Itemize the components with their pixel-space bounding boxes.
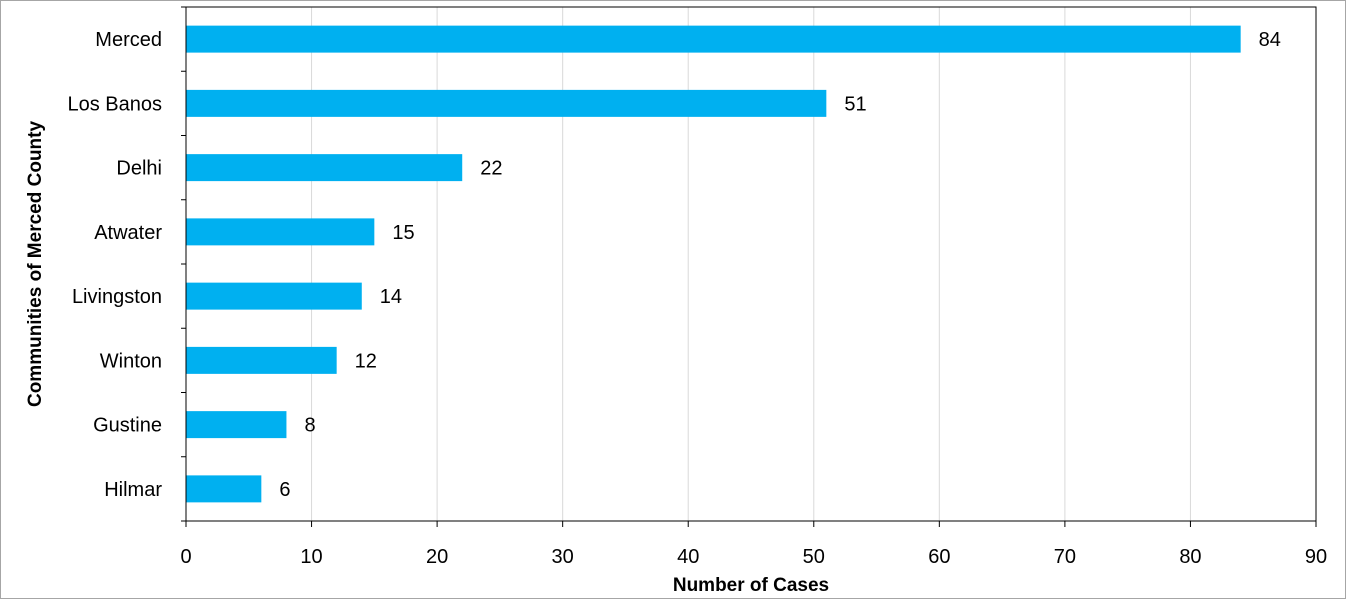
- x-tick-label: 30: [552, 546, 574, 568]
- x-tick-label: 0: [180, 546, 191, 568]
- x-tick-label: 20: [426, 546, 448, 568]
- bar-winton: [186, 346, 337, 374]
- y-tick-label: Atwater: [94, 222, 162, 244]
- y-tick-label: Winton: [100, 350, 162, 372]
- y-axis-title: Communities of Merced County: [25, 121, 46, 408]
- bar-delhi: [186, 154, 463, 182]
- y-tick-label: Delhi: [116, 158, 162, 180]
- data-label: 12: [355, 350, 377, 372]
- x-tick-label: 50: [803, 546, 825, 568]
- axes: Merced Los Banos Delhi Atwater Livingston Win…: [67, 6, 1327, 568]
- data-label: 84: [1259, 29, 1281, 51]
- y-tick-label: Los Banos: [67, 93, 162, 115]
- data-label: 51: [844, 93, 866, 115]
- bar-los-banos: [186, 89, 827, 117]
- bar-atwater: [186, 218, 375, 246]
- plot-area-border: [185, 6, 1317, 522]
- x-tick-label: 90: [1305, 546, 1327, 568]
- bar-merced: [186, 25, 1241, 53]
- bar-hilmar: [186, 475, 262, 503]
- y-tick-label: Livingston: [72, 286, 162, 308]
- x-axis-title: Number of Cases: [673, 575, 829, 596]
- y-tick-label: Merced: [95, 29, 162, 51]
- data-label: 8: [304, 415, 315, 437]
- x-tick-label: 70: [1054, 546, 1076, 568]
- data-label: 22: [480, 158, 502, 180]
- data-label: 15: [392, 222, 414, 244]
- data-label: 6: [279, 479, 290, 501]
- bars: 84 51 22 15 14 12 8 6: [186, 25, 1281, 503]
- x-tick-label: 60: [928, 546, 950, 568]
- x-tick-label: 80: [1179, 546, 1201, 568]
- bar-gustine: [186, 411, 287, 439]
- x-tick-label: 10: [300, 546, 322, 568]
- data-label: 14: [380, 286, 402, 308]
- y-tick-label: Hilmar: [104, 479, 162, 501]
- bar-livingston: [186, 282, 362, 310]
- gridlines: [311, 7, 1317, 521]
- y-tick-label: Gustine: [93, 415, 162, 437]
- x-tick-label: 40: [677, 546, 699, 568]
